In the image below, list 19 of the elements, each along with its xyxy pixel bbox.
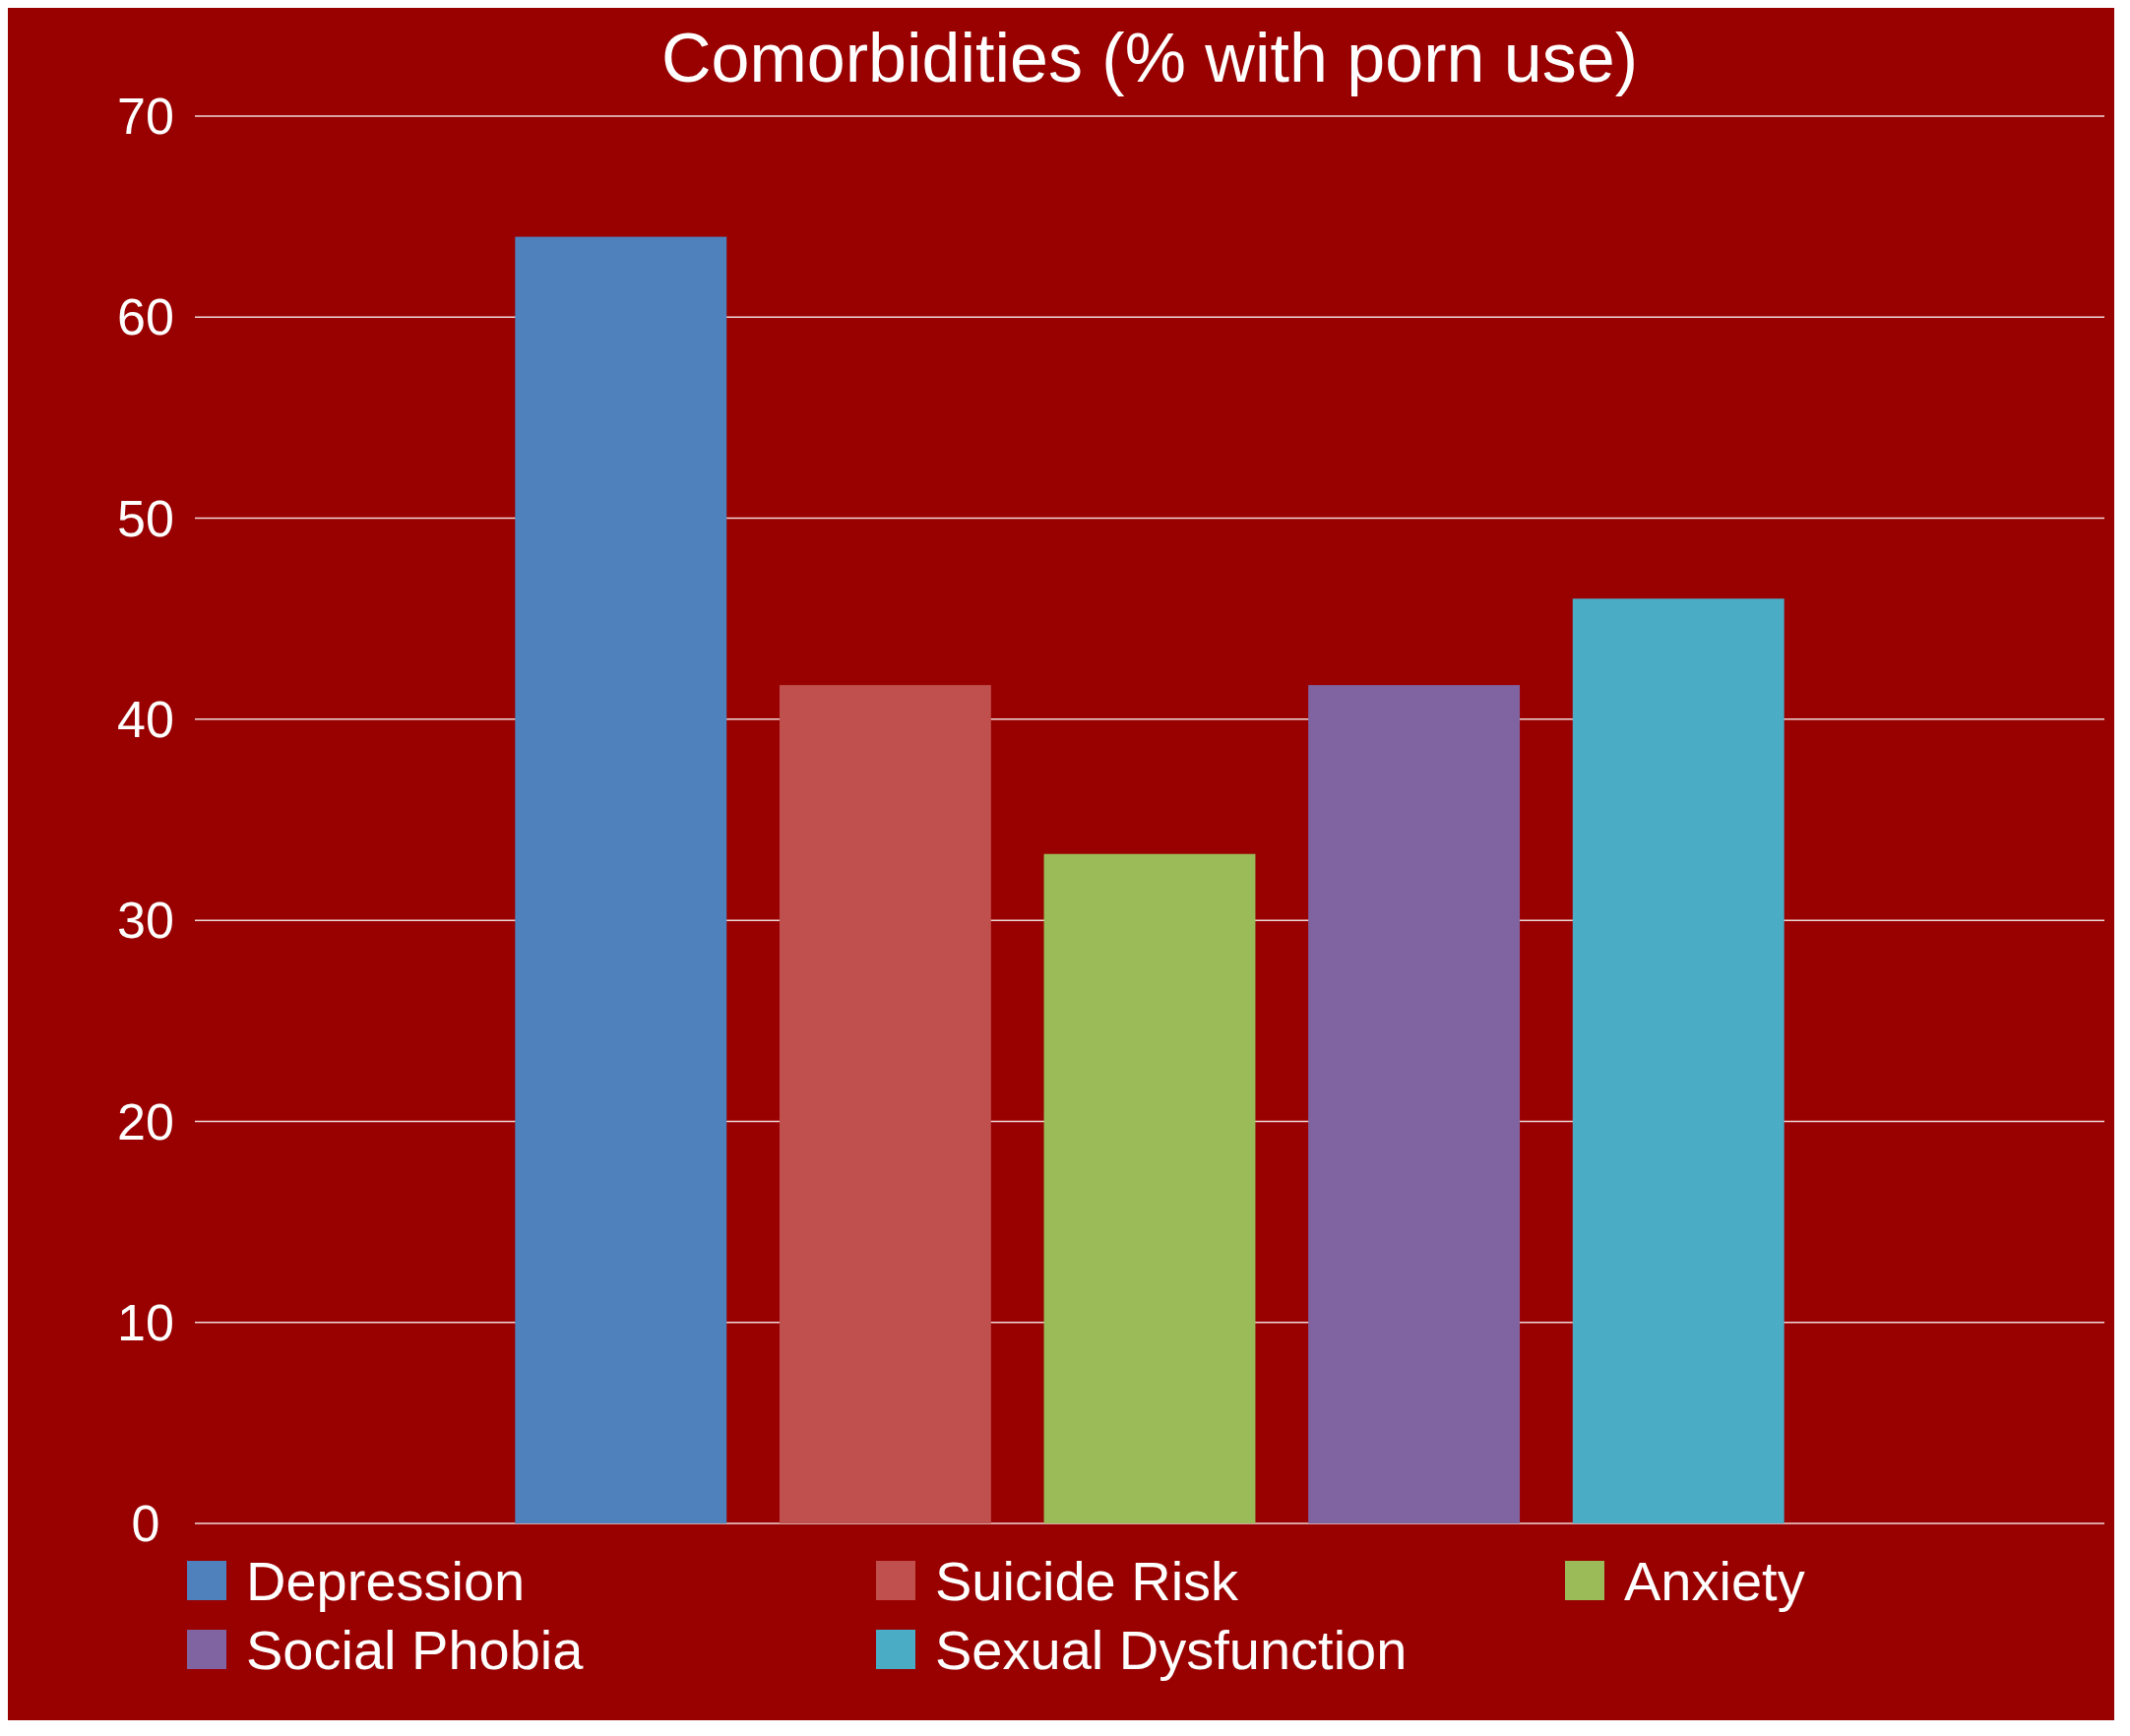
y-tick-label: 30 (117, 892, 174, 950)
bar (779, 685, 991, 1523)
bar (1572, 598, 1785, 1523)
legend-label: Anxiety (1624, 1549, 1805, 1612)
y-tick-label: 60 (117, 288, 174, 346)
y-tick-label: 10 (117, 1293, 174, 1351)
chart-title: Comorbidities (% with porn use) (660, 20, 1639, 96)
y-tick-label: 20 (117, 1092, 174, 1150)
legend-label: Depression (246, 1549, 526, 1612)
y-tick-label: 0 (131, 1495, 160, 1553)
y-tick-label: 50 (117, 489, 174, 547)
legend-label: Suicide Risk (935, 1549, 1240, 1612)
y-tick-label: 40 (117, 691, 174, 749)
y-tick-label: 70 (117, 88, 174, 146)
bar (1043, 853, 1256, 1523)
legend-label: Sexual Dysfunction (935, 1618, 1408, 1681)
bar (515, 236, 727, 1523)
bar (1308, 685, 1521, 1523)
legend-label: Social Phobia (246, 1618, 585, 1681)
